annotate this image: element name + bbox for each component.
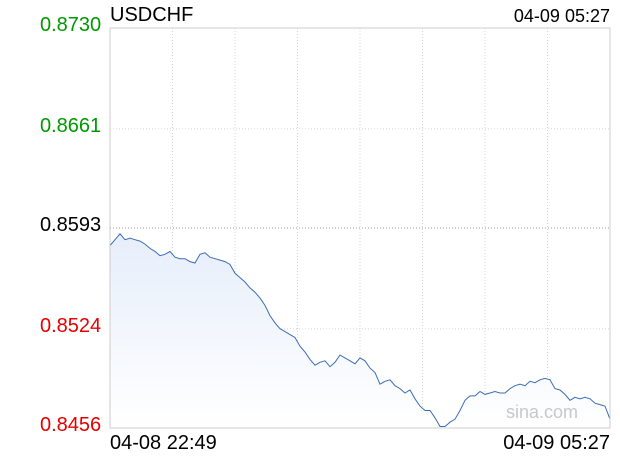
header-timestamp: 04-09 05:27 (513, 6, 610, 26)
y-tick-label: 0.8661 (40, 114, 102, 137)
y-tick-label: 0.8456 (40, 414, 102, 436)
x-tick-label-start: 04-08 22:49 (110, 432, 217, 454)
y-tick-label: 0.8524 (40, 314, 102, 337)
x-tick-label-end: 04-09 05:27 (503, 432, 610, 454)
y-tick-label: 0.8730 (40, 14, 102, 36)
plot-frame (109, 27, 611, 429)
y-tick-label: 0.8593 (40, 214, 102, 236)
price-area-fill (110, 233, 610, 428)
price-line (109, 233, 611, 427)
chart-title: USDCHF (110, 4, 194, 26)
watermark: sina.com (506, 402, 579, 422)
